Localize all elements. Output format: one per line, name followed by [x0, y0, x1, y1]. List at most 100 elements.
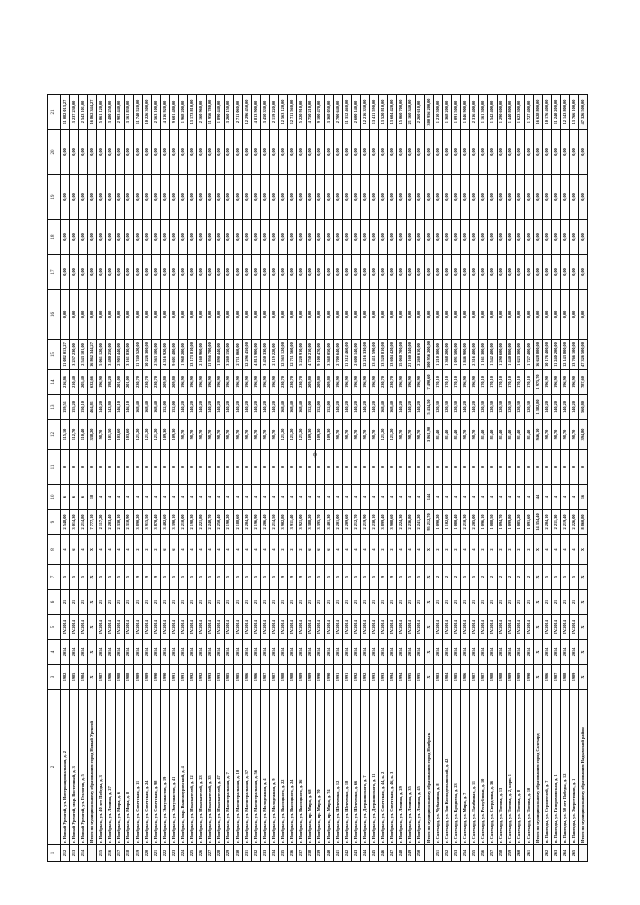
value-cell: 0,00: [578, 254, 588, 290]
value-cell: 0,00: [142, 254, 152, 290]
value-cell: 0,00: [469, 219, 479, 255]
value-cell: 103,60: [115, 419, 125, 450]
value-cell: 2 117,20: [96, 509, 106, 535]
value-cell: 0,00: [378, 219, 388, 255]
value-cell: 0,00: [524, 129, 534, 175]
value-cell: 2 316 400,00: [469, 339, 479, 370]
value-cell: 168,40: [296, 394, 307, 420]
value-cell: 1 542 400,00: [487, 339, 497, 370]
value-cell: 13 520 810,00: [378, 94, 388, 130]
table-row: 249 г. Ноябрьск, ул. Ленина, д. 35 1995 201…: [406, 94, 416, 862]
value-cell: IV.2014: [360, 614, 370, 640]
value-cell: IV.2014: [215, 614, 225, 640]
value-cell: 0,00: [415, 289, 425, 340]
value-cell: 0: [260, 449, 270, 485]
value-cell: 0,00: [206, 129, 216, 175]
column-number: 4: [47, 639, 61, 665]
value-cell: 2 160 960,00: [196, 94, 206, 130]
value-cell: 0: [460, 449, 470, 485]
value-cell: 0: [296, 449, 307, 485]
value-cell: 1982: [60, 664, 70, 690]
value-cell: 0,00: [251, 129, 261, 175]
value-cell: 0,00: [187, 289, 197, 340]
value-cell: 4: [224, 534, 234, 565]
value-cell: 0,00: [360, 219, 370, 255]
value-cell: 0,00: [324, 174, 334, 220]
value-cell: 4: [278, 484, 288, 510]
value-cell: 4: [387, 484, 397, 510]
address-cell: г. Новый Уренгой, мкр. Восточный, д. 3: [69, 689, 79, 845]
value-cell: 21: [169, 589, 179, 615]
value-cell: 0,00: [160, 129, 170, 175]
value-cell: 98,70: [560, 419, 570, 450]
value-cell: 15 060 700,00: [396, 339, 407, 370]
value-cell: 0,00: [215, 129, 225, 175]
row-number: 218: [124, 844, 134, 862]
column-number: 11: [47, 449, 61, 485]
value-cell: 0: [133, 449, 143, 485]
value-cell: 0,00: [69, 254, 79, 290]
value-cell: 0,00: [433, 129, 443, 175]
value-cell: 0: [469, 449, 479, 485]
value-cell: 13 411 590,00: [369, 94, 379, 130]
table-row: 256 г. Салехард, ул. Республики, д. 10 198…: [478, 94, 488, 862]
value-cell: 0,00: [315, 254, 325, 290]
value-cell: 0,00: [242, 254, 252, 290]
value-cell: 196,90: [96, 369, 106, 395]
value-cell: 21: [524, 589, 534, 615]
row-number: 263: [551, 844, 561, 862]
value-cell: 121,20: [151, 419, 161, 450]
value-cell: 13 173 810,00: [187, 94, 197, 130]
value-cell: 4: [333, 534, 343, 565]
value-cell: 0,00: [260, 174, 270, 220]
value-cell: 170,10: [442, 369, 452, 395]
value-cell: 0,00: [524, 219, 534, 255]
value-cell: IV.2014: [542, 614, 552, 640]
value-cell: 0,00: [69, 129, 79, 175]
value-cell: 2014: [78, 639, 88, 665]
value-cell: 2014: [551, 639, 561, 665]
value-cell: 9 601 480,00: [169, 94, 179, 130]
row-number: 223: [169, 844, 179, 862]
column-number: 20: [47, 129, 61, 175]
value-cell: 0,00: [515, 254, 525, 290]
value-cell: 0,00: [333, 289, 343, 340]
value-cell: 1 096,10: [478, 509, 488, 535]
value-cell: 0,00: [196, 289, 206, 340]
value-cell: X: [87, 589, 97, 615]
value-cell: 16 862 344,27: [87, 339, 97, 370]
value-cell: 1988: [278, 664, 288, 690]
value-cell: 632,66: [87, 369, 97, 395]
value-cell: 2 250,40: [215, 509, 225, 535]
value-cell: IV.2014: [115, 614, 125, 640]
address-cell: г. Ноябрьск, ул. Ленина, д. 29: [396, 689, 407, 845]
address-cell: г. Ноябрьск, ул. Дзержинского, д. 11: [369, 689, 379, 845]
value-cell: 0,00: [151, 254, 161, 290]
value-cell: 2014: [105, 639, 116, 665]
value-cell: 0,00: [178, 289, 188, 340]
value-cell: 196,90: [242, 369, 252, 395]
value-cell: 1 890 440,00: [215, 94, 225, 130]
value-cell: 0,00: [60, 219, 70, 255]
value-cell: 21: [306, 589, 316, 615]
value-cell: 394,80: [578, 419, 588, 450]
value-cell: 0,00: [69, 219, 79, 255]
value-cell: 4: [187, 484, 197, 510]
value-cell: 0,00: [115, 174, 125, 220]
value-cell: 0,00: [251, 289, 261, 340]
value-cell: 5: [560, 564, 570, 590]
value-cell: 5: [251, 564, 261, 590]
value-cell: 21: [206, 589, 216, 615]
value-cell: 4 813 900,00: [251, 339, 261, 370]
value-cell: 109,30: [306, 419, 316, 450]
value-cell: 143,80: [105, 394, 116, 420]
value-cell: 2: [378, 534, 388, 565]
table-row: 230 г. Ноябрьск, ул. Магистральная, д. 10…: [233, 94, 243, 862]
value-cell: 0,00: [387, 129, 397, 175]
value-cell: 168,40: [278, 394, 288, 420]
row-number: 261: [524, 844, 534, 862]
rotated-table-sheet: 1 2 3 4 5 6 7 8 9 10 11 12 13 14 15 16 17 18 19 20 21 212 г. Н…: [47, 94, 588, 862]
value-cell: 21: [96, 589, 106, 615]
value-cell: 0,00: [551, 289, 561, 340]
